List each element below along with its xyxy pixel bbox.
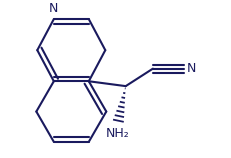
- Text: N: N: [49, 2, 58, 15]
- Text: N: N: [187, 62, 196, 75]
- Text: NH₂: NH₂: [106, 127, 130, 140]
